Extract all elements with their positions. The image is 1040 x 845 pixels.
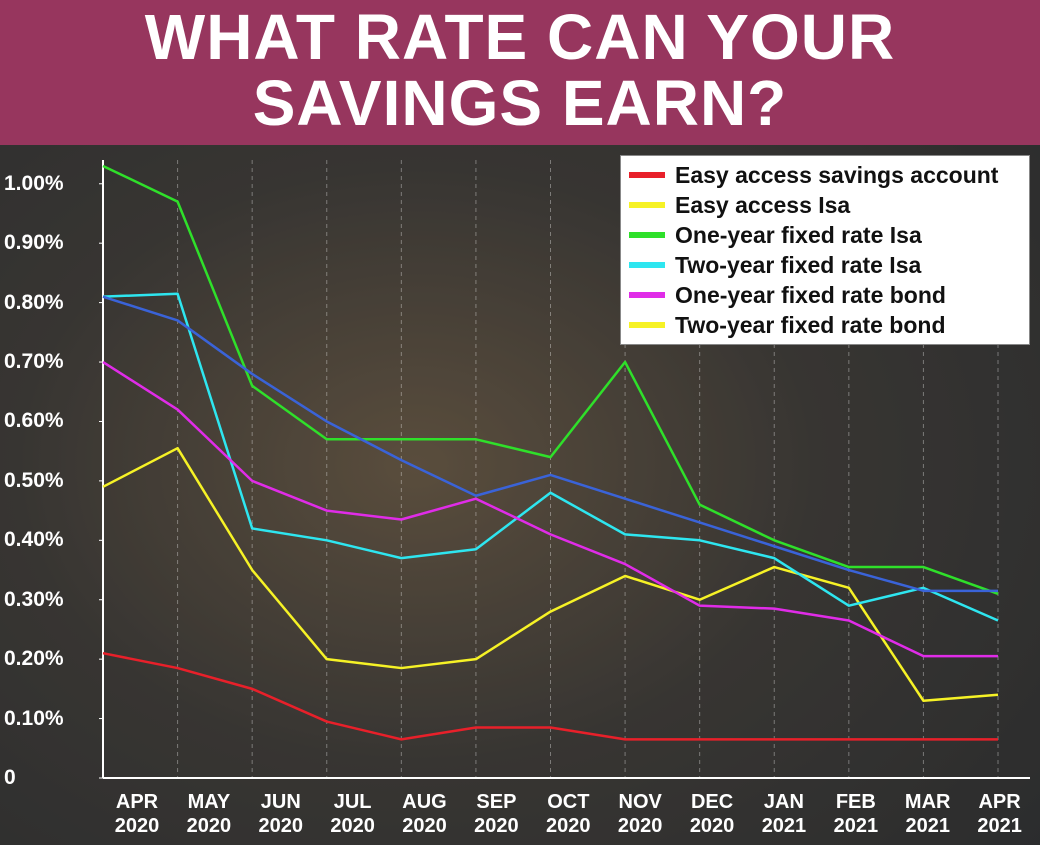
x-tick-label: APR 2020 xyxy=(114,791,160,837)
legend-label: Two-year fixed rate bond xyxy=(675,311,946,338)
legend-entry: Two-year fixed rate bond xyxy=(629,310,1021,340)
header: WHAT RATE CAN YOUR SAVINGS EARN? xyxy=(0,0,1040,145)
y-tick-label: 0.60% xyxy=(4,409,64,433)
legend-label: Easy access Isa xyxy=(675,191,851,218)
series-line xyxy=(102,295,998,593)
legend-swatch xyxy=(629,172,665,178)
legend-entry: One-year fixed rate bond xyxy=(629,280,1021,310)
x-tick-label: SEP 2020 xyxy=(474,791,519,837)
x-tick-label: NOV 2020 xyxy=(617,791,663,837)
legend-label: Two-year fixed rate Isa xyxy=(675,251,922,278)
x-tick-label: MAR 2021 xyxy=(904,791,951,837)
legend-entry: Easy access savings account xyxy=(629,160,1021,190)
y-tick-label: 0.30% xyxy=(4,587,64,611)
legend-entry: One-year fixed rate Isa xyxy=(629,220,1021,250)
y-tick-label: 0.90% xyxy=(4,231,64,255)
y-tick-label: 0.70% xyxy=(4,350,64,374)
y-tick-label: 1.00% xyxy=(4,171,64,195)
legend-swatch xyxy=(629,322,665,328)
y-tick-label: 0.20% xyxy=(4,647,64,671)
legend-swatch xyxy=(629,202,665,208)
legend-label: One-year fixed rate Isa xyxy=(675,221,922,248)
y-tick-label: 0 xyxy=(4,766,16,789)
legend-entry: Easy access Isa xyxy=(629,190,1021,220)
series-line xyxy=(102,446,999,702)
series-line xyxy=(102,164,999,595)
legend-label: One-year fixed rate bond xyxy=(675,281,946,308)
y-tick-label: 0.10% xyxy=(4,706,64,730)
legend-swatch xyxy=(629,232,665,238)
legend-label: Easy access savings account xyxy=(675,161,999,188)
legend-swatch xyxy=(629,292,665,298)
x-tick-label: JAN 2021 xyxy=(761,791,807,837)
series-line xyxy=(102,651,998,741)
x-tick-label: APR 2021 xyxy=(977,791,1022,837)
legend-swatch xyxy=(629,262,665,268)
x-tick-label: JUL 2020 xyxy=(330,791,375,837)
x-tick-label: JUN 2020 xyxy=(258,791,304,837)
y-tick-label: 0.50% xyxy=(4,468,64,492)
series-line xyxy=(102,292,999,622)
legend-entry: Two-year fixed rate Isa xyxy=(629,250,1021,280)
x-tick-label: FEB 2021 xyxy=(833,791,879,837)
series-line xyxy=(102,360,998,658)
y-tick-label: 0.40% xyxy=(4,528,64,552)
chart-title: WHAT RATE CAN YOUR SAVINGS EARN? xyxy=(144,1,896,139)
x-tick-label: DEC 2020 xyxy=(689,791,735,837)
x-tick-label: OCT 2020 xyxy=(546,791,591,837)
x-tick-label: MAY 2020 xyxy=(186,791,232,837)
x-tick-label: AUG 2020 xyxy=(402,791,447,837)
legend: Easy access savings account Easy access I… xyxy=(620,155,1030,345)
y-tick-label: 0.80% xyxy=(4,290,64,314)
